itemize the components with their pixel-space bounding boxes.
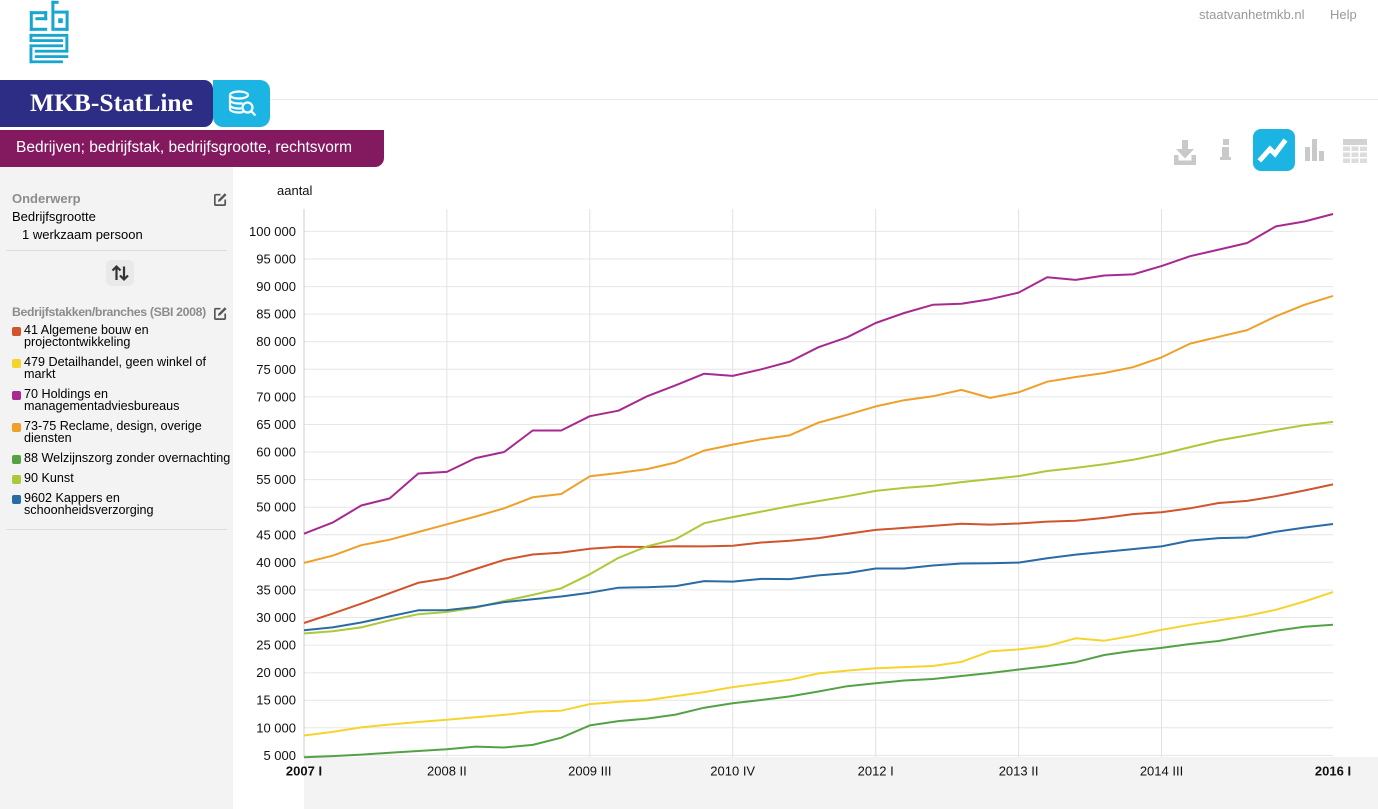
- svg-text:2008 II: 2008 II: [427, 764, 467, 779]
- svg-text:95 000: 95 000: [256, 252, 296, 267]
- svg-text:65 000: 65 000: [256, 417, 296, 432]
- svg-text:85 000: 85 000: [256, 307, 296, 322]
- svg-text:2014 III: 2014 III: [1140, 764, 1183, 779]
- svg-text:35 000: 35 000: [256, 582, 296, 597]
- svg-text:2007 I: 2007 I: [286, 764, 322, 779]
- svg-text:55 000: 55 000: [256, 472, 296, 487]
- svg-text:90 000: 90 000: [256, 279, 296, 294]
- svg-text:10 000: 10 000: [256, 720, 296, 735]
- svg-text:60 000: 60 000: [256, 445, 296, 460]
- svg-text:50 000: 50 000: [256, 500, 296, 515]
- svg-text:2013 II: 2013 II: [999, 764, 1039, 779]
- svg-text:20 000: 20 000: [256, 665, 296, 680]
- svg-text:aantal: aantal: [277, 183, 313, 198]
- svg-text:2012 I: 2012 I: [858, 764, 894, 779]
- svg-text:45 000: 45 000: [256, 527, 296, 542]
- svg-text:2009 III: 2009 III: [568, 764, 611, 779]
- svg-text:25 000: 25 000: [256, 638, 296, 653]
- svg-text:80 000: 80 000: [256, 334, 296, 349]
- svg-text:40 000: 40 000: [256, 555, 296, 570]
- svg-text:2016 I: 2016 I: [1315, 764, 1351, 779]
- svg-text:75 000: 75 000: [256, 362, 296, 377]
- svg-text:15 000: 15 000: [256, 693, 296, 708]
- svg-text:70 000: 70 000: [256, 389, 296, 404]
- svg-text:5 000: 5 000: [263, 748, 296, 763]
- svg-text:2010 IV: 2010 IV: [710, 764, 755, 779]
- svg-text:30 000: 30 000: [256, 610, 296, 625]
- svg-text:100 000: 100 000: [249, 224, 296, 239]
